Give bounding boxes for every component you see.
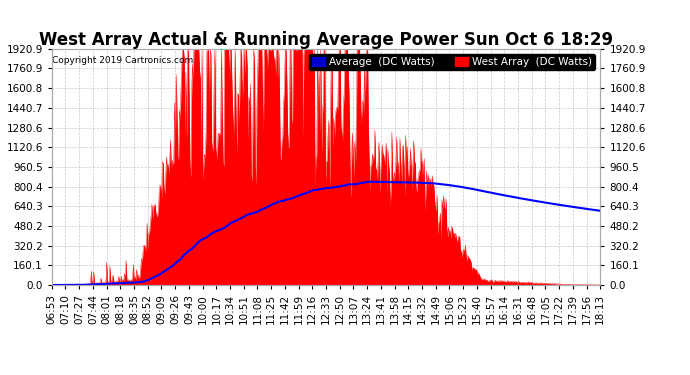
Text: Copyright 2019 Cartronics.com: Copyright 2019 Cartronics.com	[52, 56, 194, 65]
Title: West Array Actual & Running Average Power Sun Oct 6 18:29: West Array Actual & Running Average Powe…	[39, 31, 613, 49]
Legend: Average  (DC Watts), West Array  (DC Watts): Average (DC Watts), West Array (DC Watts…	[309, 54, 595, 70]
